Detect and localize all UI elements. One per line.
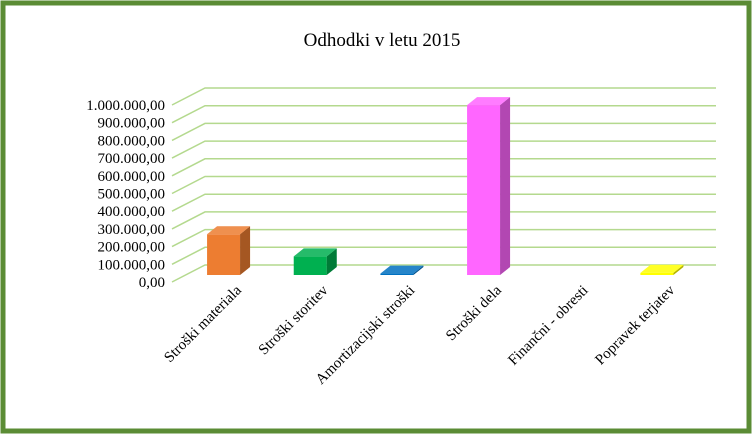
bar-side <box>240 226 251 275</box>
y-tick-label: 200.000,00 <box>98 240 166 256</box>
y-tick-label: 500.000,00 <box>98 187 166 203</box>
bar-front <box>207 234 241 275</box>
bar-side-shade <box>240 226 251 275</box>
bar-side <box>413 265 424 275</box>
bar-top <box>380 265 424 274</box>
bar-top <box>207 226 251 235</box>
bar-top-shade <box>467 97 511 106</box>
bar-top <box>467 97 511 106</box>
y-tick-label: 400.000,00 <box>98 204 166 220</box>
bar-top-shade <box>207 226 251 235</box>
y-tick-label: 900.000,00 <box>98 116 166 132</box>
grid-line <box>171 158 716 177</box>
grid-line <box>171 122 716 142</box>
grid-line <box>171 228 716 248</box>
bar-side <box>326 248 337 275</box>
bar-side-shade <box>673 264 684 275</box>
bar-top <box>293 248 337 257</box>
bar-top-shade <box>293 248 337 257</box>
bar-top-shade <box>380 265 424 274</box>
bar-front <box>380 273 414 275</box>
grid-line <box>171 193 716 212</box>
grid-line <box>171 264 716 283</box>
bar-side-shade <box>500 97 511 275</box>
bar-top <box>640 264 684 273</box>
y-tick-label: 100.000,00 <box>98 257 166 273</box>
y-tick-label: 300.000,00 <box>98 222 166 238</box>
grid-line <box>171 104 716 124</box>
bar-side <box>673 264 684 275</box>
y-tick-label: 700.000,00 <box>98 151 166 167</box>
grid-line <box>171 140 716 159</box>
chart-title: Odhodki v letu 2015 <box>304 30 461 51</box>
y-tick-label: 1.000.000,00 <box>86 98 165 114</box>
bar-side-shade <box>413 265 424 275</box>
grid-line <box>171 211 716 230</box>
bar-side-shade <box>326 248 337 275</box>
grid-line <box>171 175 716 195</box>
bar-front <box>640 272 674 275</box>
grid-line <box>171 87 716 106</box>
grid-line <box>171 246 716 265</box>
bar-top-shade <box>640 264 684 273</box>
y-tick-label: 800.000,00 <box>98 133 166 149</box>
bar-front <box>293 256 327 275</box>
y-tick-label: 0,00 <box>139 275 165 291</box>
y-tick-label: 600.000,00 <box>98 169 166 185</box>
bar-front <box>467 105 501 275</box>
bar-side <box>500 97 511 275</box>
